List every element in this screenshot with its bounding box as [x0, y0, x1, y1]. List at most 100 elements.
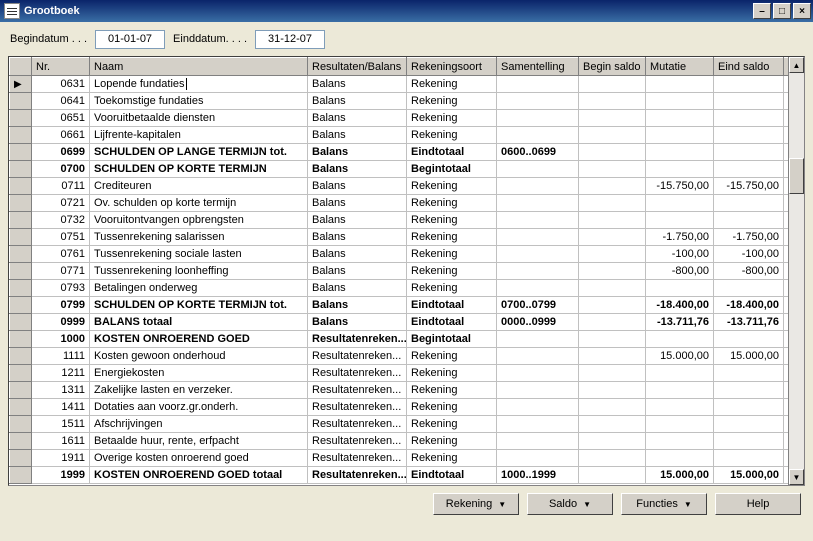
cell-nr[interactable]: 1111 — [32, 348, 90, 365]
cell-rb[interactable]: Balans — [308, 127, 407, 144]
table-row[interactable]: ▶0631Lopende fundatiesBalansRekening — [10, 76, 789, 93]
table-row[interactable]: 0793Betalingen onderwegBalansRekening — [10, 280, 789, 297]
cell-naam[interactable]: Lijfrente-kapitalen — [90, 127, 308, 144]
cell-naam[interactable]: Tussenrekening sociale lasten — [90, 246, 308, 263]
cell-rb[interactable]: Resultatenreken... — [308, 331, 407, 348]
cell-nr[interactable]: 1000 — [32, 331, 90, 348]
row-selector[interactable] — [10, 433, 32, 450]
cell-naam[interactable]: SCHULDEN OP LANGE TERMIJN tot. — [90, 144, 308, 161]
cell-mut[interactable] — [646, 331, 714, 348]
cell-bs[interactable] — [579, 331, 646, 348]
begindatum-input[interactable]: 01-01-07 — [95, 30, 165, 49]
cell-nr[interactable]: 0700 — [32, 161, 90, 178]
cell-mut[interactable] — [646, 382, 714, 399]
table-row[interactable]: 0711CrediteurenBalansRekening-15.750,00-… — [10, 178, 789, 195]
cell-bs[interactable] — [579, 297, 646, 314]
cell-bs[interactable] — [579, 161, 646, 178]
table-row[interactable]: 0761Tussenrekening sociale lastenBalansR… — [10, 246, 789, 263]
table-row[interactable]: 0661Lijfrente-kapitalenBalansRekening — [10, 127, 789, 144]
cell-es[interactable] — [714, 144, 784, 161]
row-selector[interactable] — [10, 263, 32, 280]
cell-rs[interactable]: Rekening — [407, 433, 497, 450]
cell-rs[interactable]: Begintotaal — [407, 161, 497, 178]
cell-naam[interactable]: Crediteuren — [90, 178, 308, 195]
cell-bs[interactable] — [579, 348, 646, 365]
cell-rs[interactable]: Rekening — [407, 93, 497, 110]
cell-bs[interactable] — [579, 365, 646, 382]
scroll-up-button[interactable]: ▲ — [789, 57, 804, 73]
cell-es[interactable]: 15.000,00 — [714, 348, 784, 365]
cell-sam[interactable] — [497, 263, 579, 280]
cell-bs[interactable] — [579, 263, 646, 280]
cell-rs[interactable]: Rekening — [407, 280, 497, 297]
cell-sam[interactable] — [497, 399, 579, 416]
col-es[interactable]: Eind saldo — [714, 58, 784, 76]
minimize-button[interactable]: – — [753, 3, 771, 19]
cell-naam[interactable]: Vooruitontvangen opbrengsten — [90, 212, 308, 229]
cell-es[interactable] — [714, 433, 784, 450]
table-row[interactable]: 1999KOSTEN ONROEREND GOED totaalResultat… — [10, 467, 789, 484]
table-row[interactable]: 1000KOSTEN ONROEREND GOEDResultatenreken… — [10, 331, 789, 348]
cell-sam[interactable] — [497, 331, 579, 348]
cell-sam[interactable] — [497, 178, 579, 195]
scroll-thumb[interactable] — [789, 158, 804, 194]
cell-mut[interactable] — [646, 212, 714, 229]
cell-mut[interactable] — [646, 93, 714, 110]
cell-es[interactable] — [714, 212, 784, 229]
cell-es[interactable] — [714, 93, 784, 110]
cell-rb[interactable]: Balans — [308, 195, 407, 212]
table-row[interactable]: 1911Overige kosten onroerend goedResulta… — [10, 450, 789, 467]
col-mut[interactable]: Mutatie — [646, 58, 714, 76]
row-selector[interactable] — [10, 365, 32, 382]
cell-bs[interactable] — [579, 212, 646, 229]
cell-rb[interactable]: Balans — [308, 280, 407, 297]
cell-mut[interactable]: 15.000,00 — [646, 348, 714, 365]
cell-naam[interactable]: Afschrijvingen — [90, 416, 308, 433]
vertical-scrollbar[interactable]: ▲ ▼ — [788, 57, 804, 485]
cell-sam[interactable]: 0700..0799 — [497, 297, 579, 314]
cell-mut[interactable]: -800,00 — [646, 263, 714, 280]
cell-nr[interactable]: 0799 — [32, 297, 90, 314]
cell-mut[interactable] — [646, 433, 714, 450]
cell-es[interactable] — [714, 365, 784, 382]
cell-rs[interactable]: Rekening — [407, 195, 497, 212]
cell-rs[interactable]: Begintotaal — [407, 331, 497, 348]
cell-rb[interactable]: Balans — [308, 246, 407, 263]
cell-es[interactable] — [714, 399, 784, 416]
cell-naam[interactable]: Betaalde huur, rente, erfpacht — [90, 433, 308, 450]
cell-nr[interactable]: 1311 — [32, 382, 90, 399]
cell-nr[interactable]: 0999 — [32, 314, 90, 331]
cell-sam[interactable] — [497, 161, 579, 178]
scroll-down-button[interactable]: ▼ — [789, 469, 804, 485]
cell-rs[interactable]: Rekening — [407, 348, 497, 365]
cell-rs[interactable]: Rekening — [407, 263, 497, 280]
table-row[interactable]: 1311Zakelijke lasten en verzeker.Resulta… — [10, 382, 789, 399]
cell-naam[interactable]: KOSTEN ONROEREND GOED — [90, 331, 308, 348]
cell-bs[interactable] — [579, 450, 646, 467]
cell-es[interactable]: -18.400,00 — [714, 297, 784, 314]
cell-nr[interactable]: 0631 — [32, 76, 90, 93]
cell-naam[interactable]: Ov. schulden op korte termijn — [90, 195, 308, 212]
cell-rb[interactable]: Resultatenreken... — [308, 382, 407, 399]
cell-sam[interactable]: 0600..0699 — [497, 144, 579, 161]
table-row[interactable]: 1511AfschrijvingenResultatenreken...Reke… — [10, 416, 789, 433]
cell-nr[interactable]: 0711 — [32, 178, 90, 195]
row-selector[interactable] — [10, 416, 32, 433]
cell-naam[interactable]: Tussenrekening salarissen — [90, 229, 308, 246]
cell-sam[interactable] — [497, 93, 579, 110]
cell-sam[interactable] — [497, 433, 579, 450]
table-row[interactable]: 0771Tussenrekening loonheffingBalansReke… — [10, 263, 789, 280]
row-selector[interactable] — [10, 178, 32, 195]
cell-sam[interactable] — [497, 229, 579, 246]
cell-nr[interactable]: 1511 — [32, 416, 90, 433]
cell-es[interactable]: -100,00 — [714, 246, 784, 263]
cell-rb[interactable]: Balans — [308, 93, 407, 110]
cell-mut[interactable] — [646, 416, 714, 433]
cell-rs[interactable]: Eindtotaal — [407, 297, 497, 314]
cell-sam[interactable] — [497, 280, 579, 297]
cell-mut[interactable] — [646, 76, 714, 93]
cell-bs[interactable] — [579, 93, 646, 110]
row-selector[interactable]: ▶ — [10, 76, 32, 93]
row-selector[interactable] — [10, 382, 32, 399]
cell-rs[interactable]: Rekening — [407, 76, 497, 93]
